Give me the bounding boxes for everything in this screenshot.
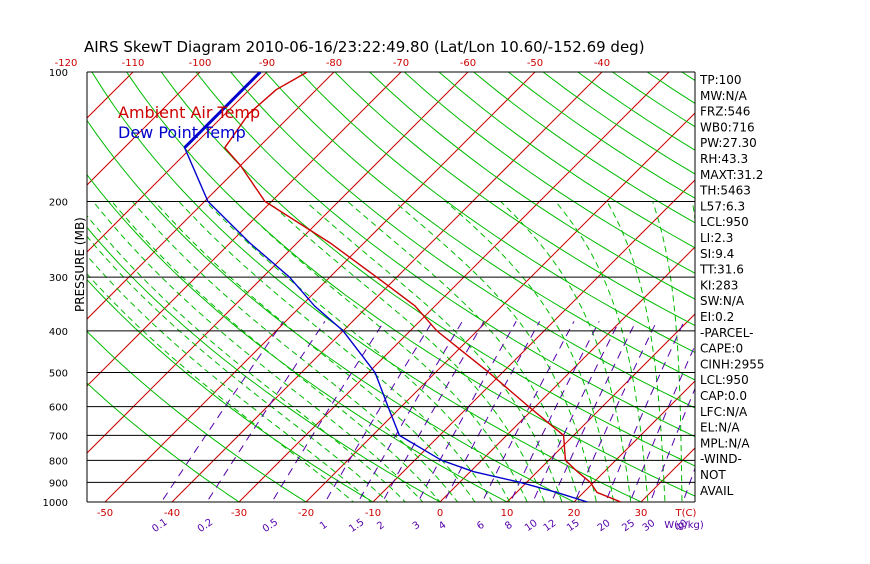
dry-adiabat-line bbox=[370, 72, 870, 511]
index-item: PW:27.30 bbox=[700, 136, 757, 150]
index-item: MAXT:31.2 bbox=[700, 168, 763, 182]
top-temp-tick-label: -100 bbox=[189, 58, 212, 69]
mixing-ratio-tick-label: 6 bbox=[475, 520, 487, 533]
bottom-temp-tick-label: 0 bbox=[437, 508, 443, 519]
bottom-temp-tick-label: 30 bbox=[635, 508, 648, 519]
index-item: LCL:950 bbox=[700, 215, 749, 229]
moist-adiabat-line bbox=[607, 201, 665, 511]
top-temp-tick-label: -120 bbox=[55, 58, 78, 69]
mixing-ratio-tick-label: 12 bbox=[542, 518, 559, 534]
isotherm-line bbox=[507, 72, 870, 502]
index-item: CAP:0.0 bbox=[700, 389, 747, 403]
index-item: WB0:716 bbox=[700, 120, 755, 134]
dry-adiabat-line bbox=[300, 72, 870, 511]
moist-adiabat-line bbox=[269, 201, 548, 511]
pressure-tick-label: 700 bbox=[49, 431, 68, 442]
mixing-ratio-unit-label: W(g/kg) bbox=[664, 520, 704, 531]
mixing-ratio-tick-label: 1.5 bbox=[347, 517, 366, 535]
bottom-temp-tick-label: -10 bbox=[365, 508, 381, 519]
mixing-ratio-tick-label: 0.1 bbox=[150, 517, 169, 535]
mixing-ratio-tick-label: 0.2 bbox=[196, 517, 215, 535]
index-item: LFC:N/A bbox=[700, 405, 748, 419]
dry-adiabat-line bbox=[439, 72, 870, 511]
dry-adiabat-line bbox=[266, 72, 870, 511]
mixing-ratio-tick-label: 30 bbox=[641, 518, 658, 534]
moist-adiabat-line bbox=[112, 201, 448, 511]
index-item: RH:43.3 bbox=[700, 152, 748, 166]
index-item: TH:5463 bbox=[699, 184, 751, 198]
top-temp-tick-label: -50 bbox=[527, 58, 543, 69]
mixing-ratio-tick-label: 15 bbox=[565, 518, 582, 534]
index-item: SW:N/A bbox=[700, 294, 745, 308]
bottom-temp-tick-label: -40 bbox=[164, 508, 180, 519]
index-item: NOT bbox=[700, 468, 726, 482]
index-item: LCL:950 bbox=[700, 373, 749, 387]
mixing-ratio-tick-label: 1 bbox=[318, 520, 330, 533]
index-item: AVAIL bbox=[700, 484, 734, 498]
pressure-tick-label: 200 bbox=[49, 197, 68, 208]
index-item: KI:283 bbox=[700, 278, 738, 292]
index-item: TT:31.6 bbox=[699, 263, 744, 277]
mixing-ratio-tick-label: 10 bbox=[523, 518, 540, 534]
index-item: SI:9.4 bbox=[700, 247, 734, 261]
pressure-tick-label: 500 bbox=[49, 369, 68, 380]
pressure-tick-label: 400 bbox=[49, 327, 68, 338]
pressure-tick-label: 900 bbox=[49, 478, 68, 489]
index-item: -WIND- bbox=[700, 452, 742, 466]
top-temp-tick-label: -110 bbox=[122, 58, 145, 69]
top-temp-tick-label: -40 bbox=[594, 58, 610, 69]
top-temp-tick-label: -90 bbox=[259, 58, 275, 69]
mixing-ratio-tick-label: 20 bbox=[596, 518, 613, 534]
index-item: FRZ:546 bbox=[700, 105, 750, 119]
isotherm-line bbox=[440, 72, 870, 502]
mixing-ratio-tick-label: 25 bbox=[620, 518, 637, 534]
bottom-temp-tick-label: -50 bbox=[97, 508, 113, 519]
index-item: -PARCEL- bbox=[700, 326, 754, 340]
bottom-temp-tick-label: -20 bbox=[298, 508, 314, 519]
index-item: EL:N/A bbox=[700, 421, 740, 435]
top-temp-tick-label: -70 bbox=[393, 58, 409, 69]
dry-adiabat-line bbox=[508, 72, 870, 511]
index-item: LI:2.3 bbox=[700, 231, 733, 245]
index-item: L57:6.3 bbox=[700, 199, 745, 213]
index-item: EI:0.2 bbox=[700, 310, 734, 324]
profiles bbox=[185, 72, 621, 502]
dry-adiabat-line bbox=[231, 72, 870, 511]
moist-adiabat-line bbox=[446, 201, 615, 511]
index-item: CAPE:0 bbox=[700, 342, 743, 356]
index-item: MPL:N/A bbox=[700, 436, 750, 450]
top-temp-tick-label: -60 bbox=[460, 58, 476, 69]
moist-adiabat-line bbox=[44, 201, 381, 511]
index-item: MW:N/A bbox=[700, 89, 748, 103]
pressure-tick-label: 800 bbox=[49, 456, 68, 467]
temperature-unit-label: T(C) bbox=[675, 508, 697, 519]
index-item: TP:100 bbox=[699, 73, 742, 87]
bottom-temp-tick-label: 10 bbox=[501, 508, 514, 519]
mixing-ratio-tick-label: 2 bbox=[375, 520, 387, 533]
pressure-tick-label: 600 bbox=[49, 403, 68, 414]
ambient-temp-profile bbox=[225, 72, 621, 502]
pressure-tick-label: 1000 bbox=[43, 498, 68, 509]
moist-adiabat-line bbox=[179, 201, 498, 511]
pressure-tick-label: 100 bbox=[49, 68, 68, 79]
top-temp-tick-label: -80 bbox=[326, 58, 342, 69]
bottom-temp-tick-label: -30 bbox=[231, 508, 247, 519]
legend-dew-point: Dew Point Temp bbox=[118, 123, 246, 142]
mixing-ratio-tick-label: 8 bbox=[503, 520, 515, 533]
legend-ambient-temp: Ambient Air Temp bbox=[118, 103, 260, 122]
chart-title: AIRS SkewT Diagram 2010-06-16/23:22:49.8… bbox=[84, 38, 645, 56]
bottom-temp-tick-label: 20 bbox=[568, 508, 581, 519]
y-axis-label: PRESSURE (MB) bbox=[73, 217, 87, 312]
pressure-tick-label: 300 bbox=[49, 273, 68, 284]
index-item: CINH:2955 bbox=[700, 357, 765, 371]
mixing-ratio-tick-label: 0.5 bbox=[261, 517, 280, 535]
mixing-ratio-tick-label: 3 bbox=[411, 520, 423, 533]
mixing-ratio-tick-label: 4 bbox=[437, 520, 449, 533]
